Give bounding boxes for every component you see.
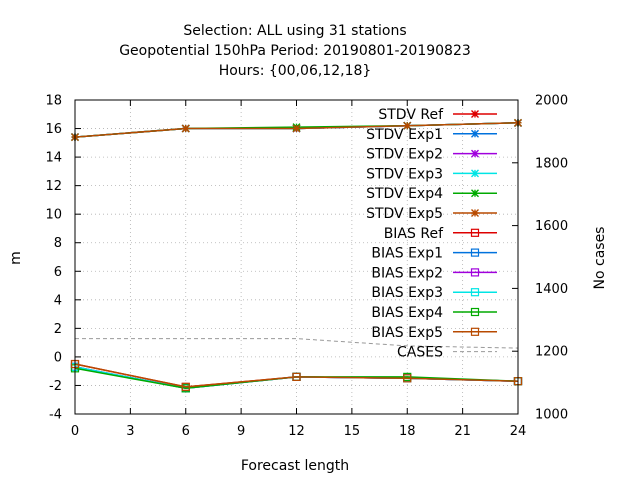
y2-tick-label: 1400: [535, 282, 568, 297]
legend-item: STDV Exp5: [366, 206, 497, 222]
y2-axis-label: No cases: [592, 227, 608, 290]
series-cases: [75, 338, 519, 349]
x-tick-label: 9: [237, 424, 245, 439]
x-tick-label: 3: [126, 424, 134, 439]
y2-tick-label: 1800: [535, 156, 568, 171]
marker-star: [403, 121, 412, 130]
legend-label: STDV Ref: [378, 107, 444, 123]
y2-tick-label: 2000: [535, 94, 568, 109]
legend-label: CASES: [397, 345, 443, 361]
y-tick-label: -4: [49, 408, 62, 423]
series-line: [75, 338, 519, 349]
marker-star: [471, 169, 479, 178]
legend-item: BIAS Ref: [384, 226, 497, 242]
title-line-3: Hours: {00,06,12,18}: [219, 63, 372, 79]
y-tick-label: 18: [45, 94, 62, 109]
legend-label: STDV Exp3: [366, 166, 443, 182]
legend-item: STDV Exp1: [366, 127, 497, 143]
marker-square: [470, 248, 480, 257]
legend-item: BIAS Exp4: [371, 305, 497, 321]
y-axis-label: m: [8, 251, 24, 265]
legend-item: BIAS Exp5: [371, 325, 497, 341]
marker-square: [292, 372, 301, 381]
legend-item: CASES: [397, 345, 497, 361]
series-bias-exp5: [70, 359, 523, 391]
legend-label: STDV Exp1: [366, 127, 443, 143]
y-tick-label: -2: [49, 379, 62, 394]
legend-item: BIAS Exp3: [371, 285, 497, 301]
y-tick-label: 12: [45, 179, 62, 194]
marker-square: [470, 307, 480, 317]
y-tick-label: 4: [54, 293, 62, 308]
y2-tick-label: 1000: [535, 408, 568, 423]
legend-label: BIAS Ref: [384, 226, 444, 242]
legend-label: STDV Exp4: [366, 186, 443, 202]
legend-item: STDV Exp3: [366, 166, 497, 182]
y-tick-label: 8: [54, 236, 62, 251]
series-stdv-exp5: [71, 118, 522, 142]
grid: [75, 100, 518, 414]
marker-square: [470, 268, 480, 277]
legend-label: STDV Exp5: [366, 206, 443, 222]
series-line: [74, 363, 519, 388]
marker-star: [471, 129, 479, 138]
legend-item: BIAS Exp1: [371, 246, 497, 262]
y-tick-label: 14: [45, 151, 62, 166]
legend-item: STDV Ref: [378, 107, 497, 123]
y-tick-label: 10: [45, 208, 62, 223]
x-tick-label: 12: [288, 424, 305, 439]
legend-label: BIAS Exp4: [371, 305, 443, 321]
series-bias-ref: [70, 359, 523, 391]
series-lines: [70, 118, 523, 393]
series-line: [74, 363, 519, 388]
marker-star: [292, 124, 301, 133]
legend-item: STDV Exp4: [366, 186, 497, 202]
y-tick-label: 16: [45, 122, 62, 137]
tick-labels: -4-2024681012141618100012001400160018002…: [45, 94, 568, 440]
y2-tick-label: 1600: [535, 219, 568, 234]
title-line-1: Selection: ALL using 31 stations: [183, 23, 406, 39]
legend: STDV Ref STDV Exp1 STDV Exp2 STDV Exp3 STDV …: [366, 107, 497, 361]
legend-label: BIAS Exp5: [371, 325, 443, 341]
marker-star: [471, 110, 479, 118]
marker-square: [470, 228, 480, 237]
x-tick-label: 0: [71, 424, 79, 439]
legend-label: BIAS Exp2: [371, 265, 443, 281]
title-line-2: Geopotential 150hPa Period: 20190801-201…: [119, 43, 471, 59]
x-tick-label: 15: [344, 424, 361, 439]
x-tick-label: 21: [454, 424, 471, 439]
legend-item: STDV Exp2: [366, 147, 497, 163]
marker-star: [471, 149, 479, 158]
y2-tick-label: 1200: [535, 345, 568, 360]
legend-label: STDV Exp2: [366, 147, 443, 163]
legend-label: BIAS Exp3: [371, 285, 443, 301]
x-tick-label: 24: [510, 424, 527, 439]
legend-label: BIAS Exp1: [371, 246, 443, 262]
marker-star: [471, 209, 479, 217]
marker-square: [181, 382, 190, 391]
marker-star: [181, 124, 190, 133]
y-tick-label: 2: [54, 322, 62, 337]
legend-item: BIAS Exp2: [371, 265, 497, 281]
x-tick-label: 6: [182, 424, 190, 439]
marker-square: [470, 327, 480, 336]
y-tick-label: 0: [54, 350, 62, 365]
chart-title: Selection: ALL using 31 stations Geopoten…: [119, 23, 471, 79]
marker-star: [471, 189, 479, 198]
marker-square: [470, 288, 480, 297]
x-axis-label: Forecast length: [241, 458, 349, 474]
x-tick-label: 18: [399, 424, 416, 439]
y-tick-label: 6: [54, 265, 62, 280]
marker-square: [403, 374, 412, 383]
